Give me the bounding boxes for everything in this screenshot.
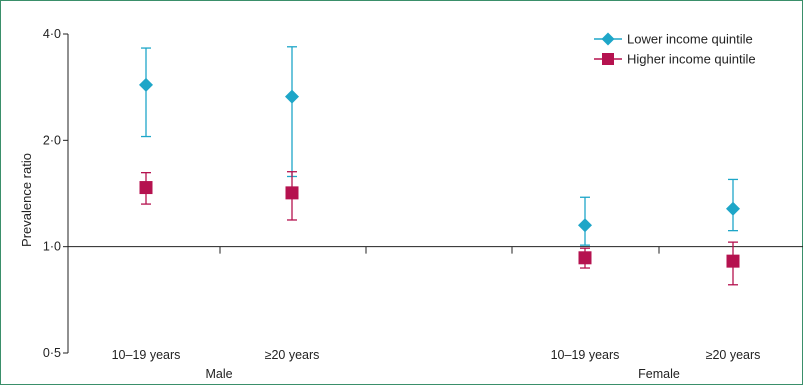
x-group-label: Female bbox=[638, 367, 680, 381]
data-point-square bbox=[285, 186, 299, 200]
data-point-diamond bbox=[139, 77, 153, 92]
data-point-square bbox=[726, 254, 740, 268]
x-group-label: Male bbox=[205, 367, 232, 381]
legend-label: Higher income quintile bbox=[627, 52, 756, 67]
x-category-label: ≥20 years bbox=[265, 348, 320, 362]
data-point-square bbox=[578, 251, 592, 265]
data-point-diamond bbox=[578, 218, 592, 233]
x-category-label: 10–19 years bbox=[112, 348, 181, 362]
data-point-square bbox=[139, 181, 153, 195]
x-category-label: ≥20 years bbox=[706, 348, 761, 362]
x-category-label: 10–19 years bbox=[551, 348, 620, 362]
y-axis-title: Prevalence ratio bbox=[19, 153, 34, 247]
legend-marker-diamond bbox=[601, 32, 615, 46]
legend-marker-square bbox=[602, 53, 614, 65]
legend-label: Lower income quintile bbox=[627, 32, 753, 47]
y-tick-label: 4·0 bbox=[43, 27, 61, 41]
data-point-diamond bbox=[726, 201, 740, 216]
y-tick-label: 1·0 bbox=[43, 240, 61, 254]
y-tick-label: 2·0 bbox=[43, 133, 61, 147]
y-tick-label: 0·5 bbox=[43, 346, 61, 360]
data-point-diamond bbox=[285, 89, 299, 104]
